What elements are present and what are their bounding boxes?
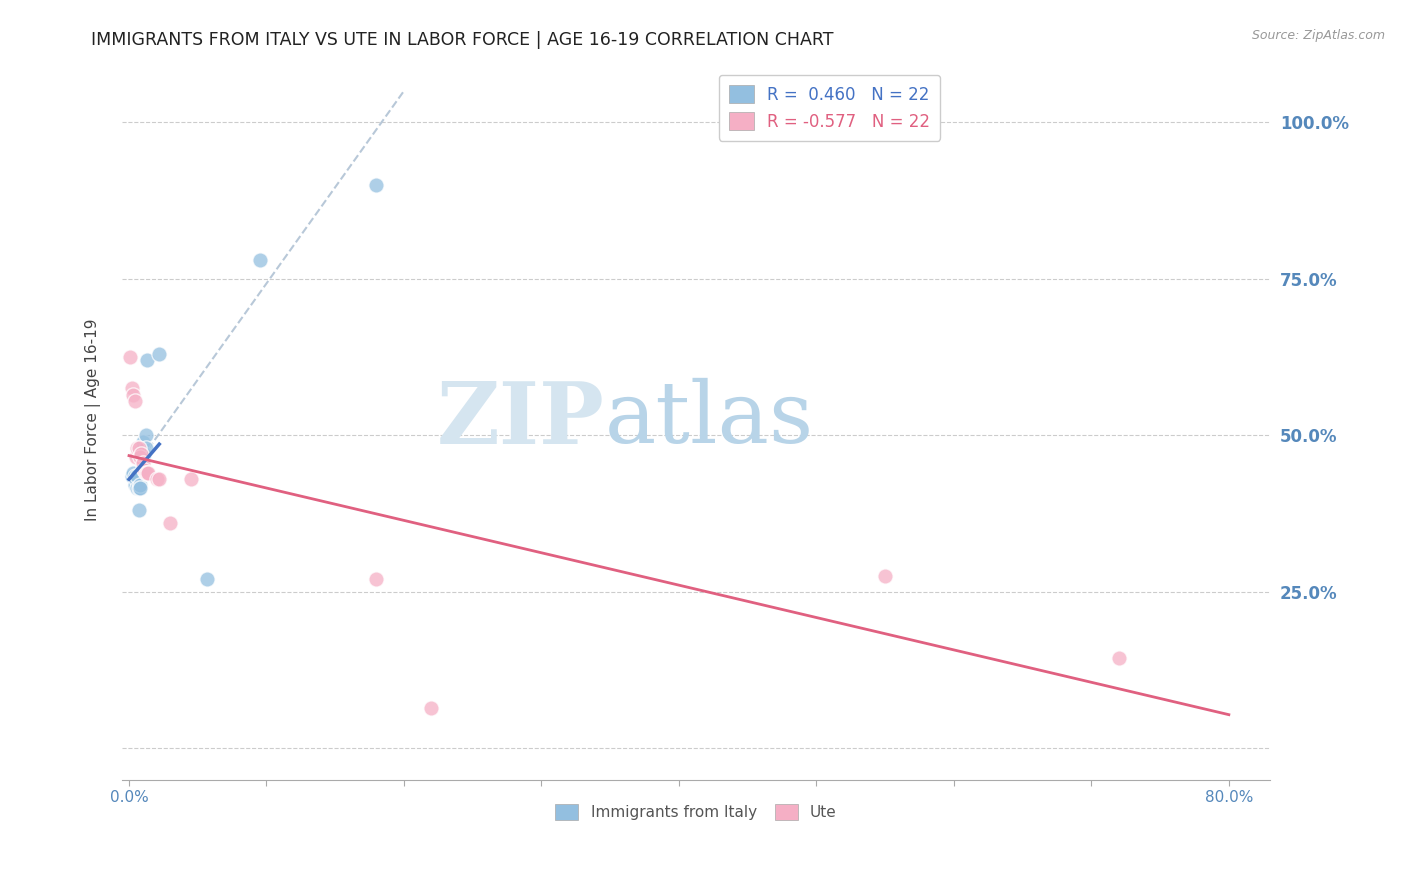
Point — [135, 466, 157, 480]
Point — [127, 469, 149, 483]
Point — [125, 450, 148, 465]
Point — [127, 441, 149, 455]
Point — [134, 466, 156, 480]
Point — [134, 463, 156, 477]
Point — [121, 381, 143, 395]
Text: IMMIGRANTS FROM ITALY VS UTE IN LABOR FORCE | AGE 16-19 CORRELATION CHART: IMMIGRANTS FROM ITALY VS UTE IN LABOR FO… — [91, 31, 834, 49]
Text: ZIP: ZIP — [436, 377, 605, 461]
Point — [131, 447, 153, 461]
Point — [121, 469, 143, 483]
Point — [134, 441, 156, 455]
Point — [125, 472, 148, 486]
Point — [132, 434, 155, 449]
Point — [128, 503, 150, 517]
Point — [128, 482, 150, 496]
Point — [122, 387, 145, 401]
Point — [128, 441, 150, 455]
Point — [366, 572, 388, 586]
Text: atlas: atlas — [605, 378, 814, 461]
Point — [180, 472, 202, 486]
Point — [135, 353, 157, 368]
Point — [129, 450, 152, 465]
Point — [1108, 650, 1130, 665]
Point — [124, 393, 146, 408]
Point — [122, 466, 145, 480]
Point — [134, 428, 156, 442]
Point — [129, 482, 152, 496]
Point — [127, 482, 149, 496]
Point — [420, 700, 443, 714]
Y-axis label: In Labor Force | Age 16-19: In Labor Force | Age 16-19 — [86, 318, 101, 521]
Point — [131, 444, 153, 458]
Point — [145, 472, 167, 486]
Text: Source: ZipAtlas.com: Source: ZipAtlas.com — [1251, 29, 1385, 42]
Point — [124, 469, 146, 483]
Point — [129, 478, 152, 492]
Point — [134, 447, 156, 461]
Point — [136, 466, 159, 480]
Point — [148, 472, 170, 486]
Point — [366, 178, 388, 192]
Legend: Immigrants from Italy, Ute: Immigrants from Italy, Ute — [550, 797, 844, 826]
Point — [195, 572, 218, 586]
Point — [148, 347, 170, 361]
Point — [249, 252, 271, 267]
Point — [159, 516, 181, 530]
Point — [875, 569, 897, 583]
Point — [120, 350, 142, 364]
Point — [124, 478, 146, 492]
Point — [132, 459, 155, 474]
Point — [132, 457, 155, 471]
